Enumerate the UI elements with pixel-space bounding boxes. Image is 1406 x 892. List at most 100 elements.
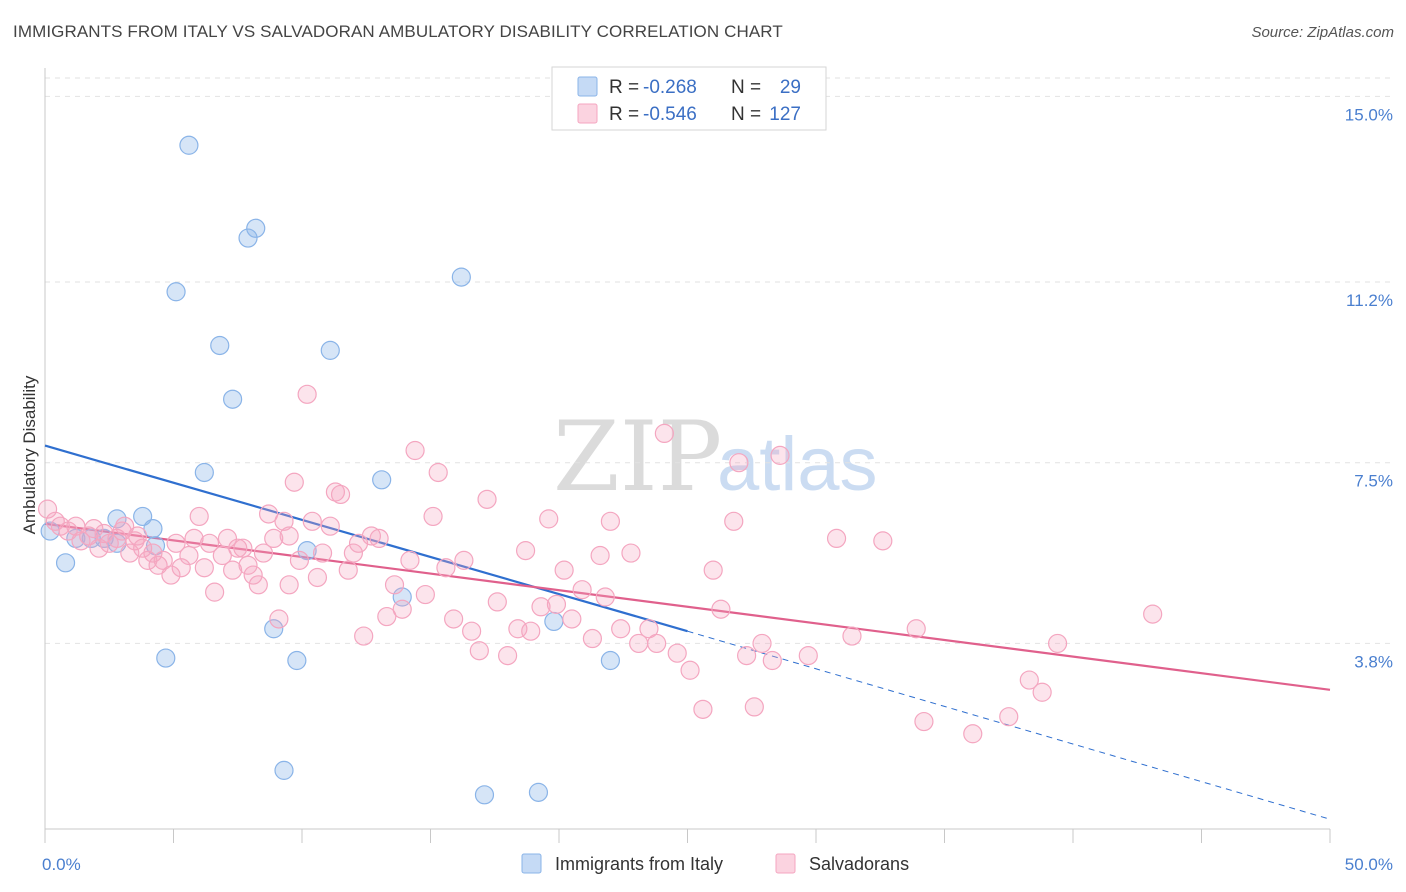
point-salvadoran: [477, 489, 497, 509]
point-salvadoran: [572, 580, 592, 600]
point-salvadoran: [400, 550, 420, 570]
point-salvadoran: [269, 609, 289, 629]
legend-n-value-italy: 29: [780, 77, 801, 98]
legend-r-label-salvadoran: R =: [609, 104, 639, 125]
point-salvadoran: [595, 587, 615, 607]
point-salvadoran: [693, 699, 713, 719]
point-salvadoran: [189, 506, 209, 527]
point-salvadoran: [223, 560, 243, 580]
legend-swatch-italy: [577, 76, 598, 97]
point-salvadoran: [127, 526, 148, 546]
x-tick-label-min: 0.0%: [42, 855, 81, 874]
point-salvadoran: [521, 621, 541, 641]
point-salvadoran: [515, 541, 536, 561]
point-salvadoran: [546, 594, 567, 614]
point-salvadoran: [338, 560, 358, 580]
point-salvadoran: [762, 650, 782, 671]
point-salvadoran: [320, 516, 340, 536]
point-salvadoran: [377, 606, 397, 627]
y-tick-label: 11.2%: [1346, 291, 1393, 310]
point-salvadoran: [469, 641, 489, 661]
point-salvadoran: [554, 560, 574, 580]
point-salvadoran: [1047, 633, 1068, 654]
point-salvadoran: [143, 543, 163, 563]
point-salvadoran: [531, 597, 551, 617]
point-salvadoran: [423, 506, 443, 527]
point-salvadoran: [703, 560, 723, 580]
point-salvadoran: [343, 543, 363, 563]
point-salvadoran: [194, 558, 214, 578]
point-salvadoran: [361, 526, 381, 546]
point-salvadoran: [647, 633, 667, 654]
series-legend: Immigrants from Italy Salvadorans: [521, 853, 909, 874]
point-salvadoran: [243, 565, 263, 585]
point-salvadoran: [405, 440, 425, 461]
point-salvadoran: [238, 555, 258, 575]
legend-r-value-italy: -0.268: [643, 77, 697, 98]
series-legend-label-salvadoran: Salvadorans: [809, 854, 909, 874]
point-salvadoran: [274, 511, 294, 531]
point-salvadoran: [680, 660, 700, 680]
point-salvadoran: [312, 543, 333, 563]
point-salvadoran: [384, 575, 405, 595]
point-salvadoran: [873, 531, 893, 551]
point-italy: [528, 782, 549, 802]
point-italy: [166, 282, 186, 302]
point-salvadoran: [826, 528, 847, 549]
point-italy: [297, 541, 317, 561]
point-salvadoran: [752, 633, 772, 654]
series-legend-swatch-italy: [521, 853, 542, 874]
legend-n-label-salvadoran: N =: [731, 104, 761, 125]
point-salvadoran: [1032, 682, 1052, 702]
point-salvadoran: [199, 533, 220, 553]
point-salvadoran: [444, 609, 464, 629]
series-legend-swatch-salvadoran: [775, 853, 796, 874]
point-italy: [133, 506, 153, 527]
point-salvadoran: [582, 628, 603, 649]
point-italy: [238, 228, 258, 248]
point-salvadoran: [770, 445, 790, 465]
point-salvadoran: [302, 511, 322, 531]
point-salvadoran: [392, 599, 412, 619]
point-salvadoran: [914, 711, 934, 732]
point-salvadoran: [115, 516, 135, 536]
point-salvadoran: [233, 538, 253, 558]
point-salvadoran: [37, 499, 58, 519]
point-salvadoran: [487, 592, 507, 612]
point-italy: [264, 619, 284, 639]
point-salvadoran: [963, 724, 983, 744]
point-italy: [210, 335, 230, 356]
point-salvadoran: [179, 545, 199, 566]
legend-r-value-salvadoran: -0.546: [643, 104, 697, 125]
point-salvadoran: [161, 565, 181, 585]
point-salvadoran: [258, 504, 279, 524]
scatter-points: [37, 135, 1163, 805]
point-salvadoran: [84, 519, 104, 539]
point-salvadoran: [737, 646, 757, 666]
axes: 3.8% 7.5% 11.2% 15.0% 0.0% 50.0%: [42, 68, 1393, 874]
point-salvadoran: [744, 697, 764, 717]
y-axis-label: Ambulatory Disability: [20, 375, 39, 534]
point-salvadoran: [600, 511, 621, 531]
point-salvadoran: [711, 599, 731, 619]
stats-legend: R = -0.268 N = 29 R = -0.546 N = 127: [551, 66, 827, 131]
point-italy: [179, 135, 199, 155]
point-salvadoran: [330, 484, 351, 505]
legend-swatch-salvadoran: [577, 103, 598, 124]
point-salvadoran: [428, 462, 448, 483]
point-italy: [372, 470, 392, 490]
point-salvadoran: [253, 543, 274, 563]
point-salvadoran: [228, 538, 248, 558]
point-salvadoran: [562, 609, 582, 629]
point-italy: [287, 650, 307, 671]
point-salvadoran: [415, 584, 435, 605]
point-salvadoran: [906, 619, 926, 639]
trend-line-salvadoran: [44, 522, 1331, 691]
point-italy: [223, 389, 243, 409]
y-tick-label: 3.8%: [1354, 652, 1393, 671]
chart-title: IMMIGRANTS FROM ITALY VS SALVADORAN AMBU…: [13, 22, 783, 41]
point-salvadoran: [297, 384, 317, 404]
point-salvadoran: [436, 558, 456, 578]
point-italy: [107, 509, 127, 529]
